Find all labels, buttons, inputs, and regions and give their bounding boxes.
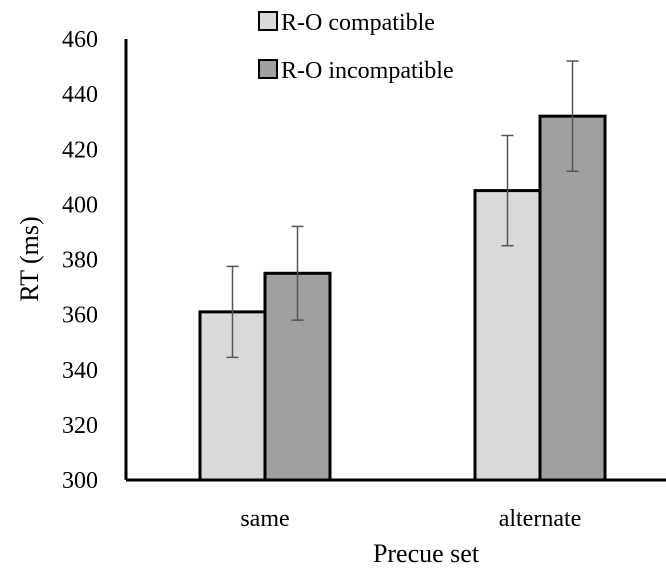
y-axis-title: RT (ms) [15,216,44,301]
legend-label-r-o-incompatible: R-O incompatible [281,58,454,84]
legend-label-r-o-compatible: R-O compatible [281,10,435,36]
bars [198,114,607,482]
error-bar-r-o-compatible-alternate [501,134,514,247]
error-bar-r-o-compatible-same [226,265,239,359]
y-tick-label-360: 360 [62,303,98,329]
legend-swatch-r-o-compatible [258,11,278,31]
error-bar-r-o-incompatible-alternate [566,60,579,173]
error-bars [226,60,579,359]
x-tick-label-alternate: alternate [499,506,582,532]
y-tick-label-440: 440 [62,82,98,108]
y-tick-label-340: 340 [62,358,98,384]
y-tick-label-400: 400 [62,192,98,218]
x-tick-label-same: same [240,506,289,532]
x-axis-title: Precue set [373,539,480,568]
x-axis-category-labels: same alternate [240,506,581,532]
y-tick-label-380: 380 [62,248,98,274]
y-axis-ticks: 300 320 340 360 380 400 420 440 460 [62,27,98,494]
legend-swatch-r-o-incompatible [258,59,278,79]
y-tick-label-300: 300 [62,468,98,494]
legend: R-O compatible R-O incompatible [258,10,454,84]
y-tick-label-420: 420 [62,137,98,163]
y-tick-label-460: 460 [62,27,98,53]
y-tick-label-320: 320 [62,413,98,439]
error-bar-r-o-incompatible-same [291,225,304,321]
bar-r-o-incompatible-alternate [538,114,607,482]
